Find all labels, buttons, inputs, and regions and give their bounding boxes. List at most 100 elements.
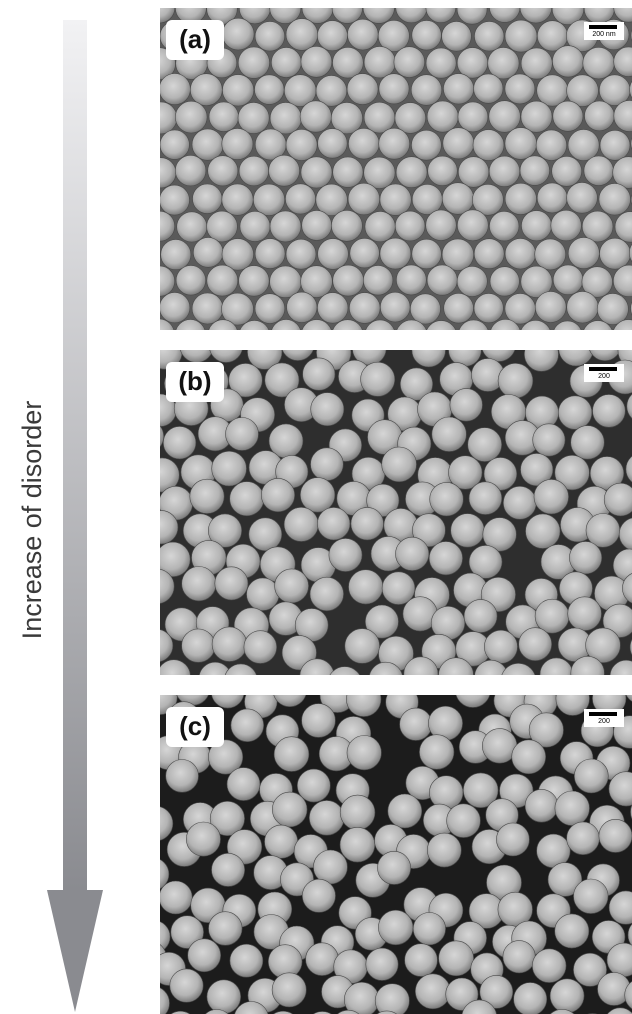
sphere xyxy=(584,156,614,186)
sphere xyxy=(120,357,154,391)
sphere xyxy=(505,294,536,325)
sphere xyxy=(347,736,381,770)
sphere xyxy=(114,47,144,77)
sphere xyxy=(239,266,270,297)
sphere xyxy=(458,320,489,351)
sphere xyxy=(286,19,318,51)
sphere xyxy=(209,912,243,946)
sphere xyxy=(122,659,156,693)
sphere xyxy=(503,941,535,973)
sphere xyxy=(597,294,628,325)
sphere xyxy=(302,210,332,240)
sphere xyxy=(365,320,395,350)
sphere xyxy=(222,18,254,50)
sphere xyxy=(585,101,615,131)
sphere xyxy=(599,819,632,852)
sphere xyxy=(525,789,558,822)
sphere xyxy=(125,768,159,802)
sphere xyxy=(110,974,144,1008)
sphere xyxy=(524,337,558,371)
sphere xyxy=(521,48,552,79)
sphere xyxy=(455,673,490,708)
sphere xyxy=(109,455,144,490)
sphere xyxy=(427,265,457,295)
sphere xyxy=(121,833,154,866)
sphere xyxy=(503,486,536,519)
sphere xyxy=(583,321,614,352)
sphere xyxy=(332,320,364,352)
sphere xyxy=(348,128,379,159)
sphere xyxy=(331,210,362,241)
sphere xyxy=(427,833,461,867)
sphere xyxy=(345,629,380,664)
sphere xyxy=(317,507,350,540)
sphere xyxy=(176,266,206,296)
sphere xyxy=(284,507,318,541)
sphere xyxy=(344,982,379,1014)
sphere xyxy=(412,333,446,367)
sphere xyxy=(382,447,417,482)
sphere xyxy=(145,211,175,241)
sphere xyxy=(395,211,425,241)
sphere xyxy=(537,183,567,213)
sphere xyxy=(567,291,599,323)
sphere xyxy=(211,675,244,708)
sphere xyxy=(426,48,456,78)
sphere xyxy=(246,578,279,611)
sphere xyxy=(114,319,144,349)
sphere xyxy=(222,184,253,215)
sphere xyxy=(244,631,277,664)
sphere xyxy=(311,448,344,481)
sphere xyxy=(269,155,300,186)
sphere xyxy=(329,538,362,571)
sphere xyxy=(474,293,503,322)
sphere xyxy=(551,210,582,241)
sphere xyxy=(520,156,550,186)
sphere xyxy=(447,804,481,838)
sphere xyxy=(193,238,223,268)
sphere xyxy=(286,239,316,269)
scale-bar-label: 200 xyxy=(598,718,610,725)
sphere xyxy=(475,660,508,693)
sphere xyxy=(303,358,335,390)
sphere xyxy=(131,420,164,453)
sphere xyxy=(122,708,155,741)
sphere xyxy=(175,155,206,186)
sphere xyxy=(600,130,630,160)
sphere xyxy=(230,482,264,516)
sphere xyxy=(115,398,147,430)
sphere xyxy=(145,102,177,134)
figure: Increase of disorder (a)200 nm(b)200(c)2… xyxy=(0,0,632,1014)
sphere xyxy=(209,102,239,132)
scale-bar xyxy=(589,25,617,29)
sphere xyxy=(443,128,474,159)
sphere xyxy=(239,320,270,351)
sphere xyxy=(239,156,269,186)
sphere xyxy=(226,418,259,451)
sphere xyxy=(313,850,347,884)
sphere xyxy=(451,514,485,548)
sphere xyxy=(505,20,537,52)
sphere xyxy=(574,759,608,793)
sphere xyxy=(346,682,381,717)
sphere xyxy=(375,984,409,1014)
sphere xyxy=(425,321,457,353)
sphere xyxy=(369,662,403,696)
scale-bar-label: 200 nm xyxy=(592,31,616,38)
sphere xyxy=(207,980,241,1014)
sphere xyxy=(348,183,380,215)
sphere xyxy=(129,545,163,579)
sphere xyxy=(238,47,269,78)
sphere xyxy=(138,806,173,841)
sphere xyxy=(212,627,247,662)
sphere xyxy=(347,74,378,105)
sphere xyxy=(317,21,347,51)
sphere xyxy=(593,395,626,428)
sphere xyxy=(193,184,223,214)
sphere xyxy=(261,478,294,511)
sphere xyxy=(271,48,301,78)
sphere xyxy=(231,709,264,742)
sphere xyxy=(526,514,561,549)
sphere xyxy=(175,671,210,706)
sphere xyxy=(271,320,301,350)
